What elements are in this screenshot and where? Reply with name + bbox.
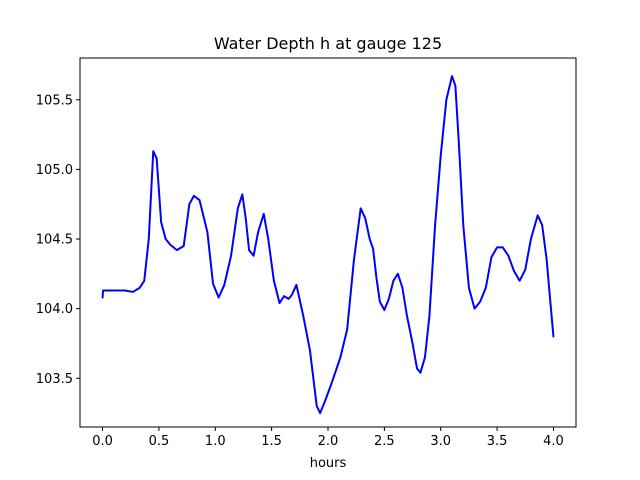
y-axis: 103.5 104.0 104.5 105.0 105.5 [36, 93, 80, 387]
x-tick-label: 3.0 [430, 434, 451, 449]
y-tick-label: 105.0 [36, 163, 73, 178]
x-tick-label: 1.0 [205, 434, 226, 449]
y-tick-label: 105.5 [36, 93, 73, 108]
y-tick-label: 104.0 [36, 302, 73, 317]
x-axis: 0.0 0.5 1.0 1.5 2.0 2.5 3.0 3.5 4.0 [92, 427, 564, 449]
chart-title: Water Depth h at gauge 125 [214, 34, 442, 53]
x-tick-label: 3.5 [487, 434, 508, 449]
x-tick-label: 4.0 [543, 434, 564, 449]
x-tick-label: 2.5 [374, 434, 395, 449]
x-axis-label: hours [310, 456, 347, 471]
x-tick-label: 0.5 [149, 434, 170, 449]
plot-area [101, 75, 555, 415]
series-line-0 [101, 75, 555, 415]
y-tick-label: 103.5 [36, 372, 73, 387]
axes-frame [79, 57, 577, 428]
x-tick-label: 0.0 [92, 434, 113, 449]
x-tick-label: 1.5 [261, 434, 282, 449]
y-tick-label: 104.5 [36, 233, 73, 248]
x-tick-label: 2.0 [318, 434, 339, 449]
